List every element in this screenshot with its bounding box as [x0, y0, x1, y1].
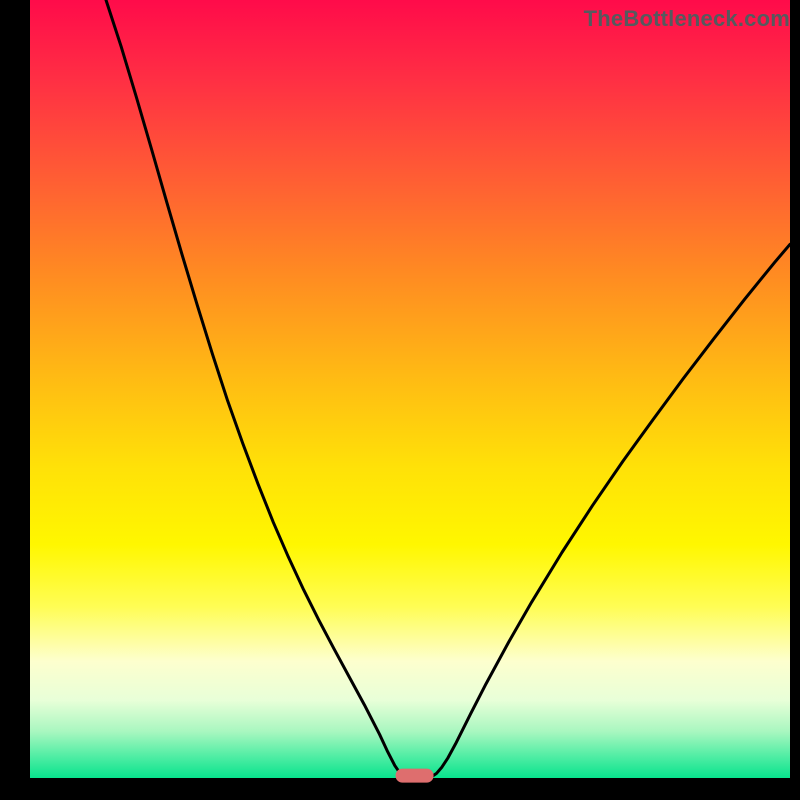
- watermark-text: TheBottleneck.com: [584, 6, 790, 32]
- optimal-point-marker: [396, 769, 434, 783]
- chart-stage: TheBottleneck.com: [0, 0, 800, 800]
- bottleneck-curve-chart: [0, 0, 800, 800]
